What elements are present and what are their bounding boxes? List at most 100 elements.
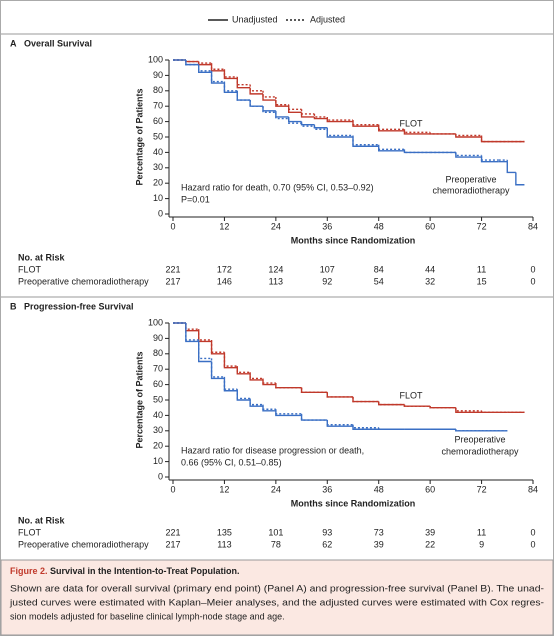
risk-count: 0 (530, 264, 535, 274)
y-axis-label: Percentage of Patients (134, 351, 144, 448)
risk-count: 62 (322, 539, 332, 549)
risk-row-label: Preoperative chemoradiotherapy (18, 276, 149, 286)
annotation: Hazard ratio for disease progression or … (181, 445, 364, 455)
y-tick-label: 100 (148, 54, 163, 64)
risk-count: 93 (322, 527, 332, 537)
x-tick-label: 48 (374, 484, 384, 494)
survival-step (249, 100, 263, 107)
survival-step (326, 118, 353, 123)
risk-row-label: FLOT (18, 264, 42, 274)
caption-title: Survival in the Intention-to-Treat Popul… (50, 566, 240, 576)
survival-step (300, 109, 315, 115)
y-tick-label: 20 (153, 178, 163, 188)
survival-step (403, 130, 431, 135)
survival-step (262, 404, 276, 410)
risk-count: 217 (165, 539, 180, 549)
x-tick-label: 84 (528, 484, 538, 494)
survival-step (429, 406, 456, 409)
risk-count: 221 (165, 527, 180, 537)
survival-step (300, 123, 315, 127)
survival-step (326, 116, 353, 121)
survival-step (236, 76, 251, 86)
annotation: Hazard ratio for death, 0.70 (95% CI, 0.… (181, 182, 374, 192)
risk-row-label: FLOT (18, 527, 42, 537)
x-axis-label: Months since Randomization (291, 235, 416, 245)
risk-count: 84 (374, 264, 384, 274)
risk-count: 44 (425, 264, 435, 274)
y-tick-label: 0 (158, 471, 163, 481)
risk-count: 73 (374, 527, 384, 537)
survival-step (378, 401, 405, 406)
x-tick-label: 36 (322, 484, 332, 494)
risk-count: 78 (271, 539, 281, 549)
survival-step (185, 323, 199, 343)
y-tick-label: 0 (158, 208, 163, 218)
risk-count: 92 (322, 276, 332, 286)
survival-step (198, 61, 212, 64)
x-tick-label: 0 (170, 484, 175, 494)
survival-step (429, 132, 456, 135)
risk-count: 0 (530, 276, 535, 286)
survival-step (506, 161, 516, 174)
x-tick-label: 0 (170, 221, 175, 231)
risk-row-label: Preoperative chemoradiotherapy (18, 539, 149, 549)
y-tick-label: 10 (153, 193, 163, 203)
x-tick-label: 48 (374, 221, 384, 231)
risk-count: 113 (269, 276, 283, 286)
y-tick-label: 80 (153, 85, 163, 95)
caption-line: justed curves were estimated with Kaplan… (9, 597, 544, 607)
survival-step (223, 376, 238, 390)
x-tick-label: 60 (425, 484, 435, 494)
survival-step (223, 81, 238, 92)
risk-count: 124 (268, 264, 283, 274)
survival-step (275, 410, 302, 417)
annotation: P=0.01 (181, 194, 210, 204)
risk-count: 15 (477, 276, 487, 286)
survival-step (210, 339, 225, 353)
y-tick-label: 70 (153, 364, 163, 374)
survival-step (378, 144, 405, 151)
y-tick-label: 50 (153, 131, 163, 141)
y-tick-label: 40 (153, 147, 163, 157)
survival-step (352, 135, 379, 146)
survival-step (455, 152, 482, 157)
y-tick-label: 80 (153, 348, 163, 358)
survival-step (198, 64, 212, 74)
survival-step (288, 104, 302, 110)
caption-line: sion models adjusted for baseline clinic… (10, 611, 285, 621)
x-tick-label: 36 (322, 221, 332, 231)
y-tick-label: 90 (153, 333, 163, 343)
curve-label: FLOT (399, 118, 423, 128)
survival-step (455, 429, 482, 432)
risk-count: 39 (425, 527, 435, 537)
survival-step (352, 396, 379, 403)
survival-step (352, 426, 379, 430)
risk-count: 146 (217, 276, 232, 286)
caption-heading: Figure 2. Survival in the Intention-to-T… (10, 566, 240, 576)
x-tick-label: 72 (477, 221, 487, 231)
risk-count: 113 (217, 539, 231, 549)
survival-step (313, 113, 328, 118)
x-axis-label: Months since Randomization (291, 498, 416, 508)
annotation: 0.66 (95% CI, 0.51–0.85) (181, 457, 282, 467)
risk-count: 0 (530, 539, 535, 549)
risk-count: 11 (477, 527, 486, 537)
survival-step (313, 116, 328, 120)
risk-count: 101 (268, 527, 283, 537)
curve-label: Preoperative (445, 174, 496, 184)
survival-step (352, 120, 379, 126)
survival-step (352, 121, 379, 127)
survival-step (378, 124, 405, 130)
x-tick-label: 24 (271, 221, 281, 231)
survival-step (275, 409, 302, 415)
survival-step (185, 60, 199, 66)
survival-step (288, 118, 302, 124)
legend-label: Unadjusted (232, 14, 278, 24)
survival-step (403, 149, 431, 154)
survival-step (378, 126, 405, 132)
survival-step (223, 69, 238, 78)
y-tick-label: 10 (153, 456, 163, 466)
survival-step (378, 146, 405, 152)
survival-step (326, 420, 353, 426)
